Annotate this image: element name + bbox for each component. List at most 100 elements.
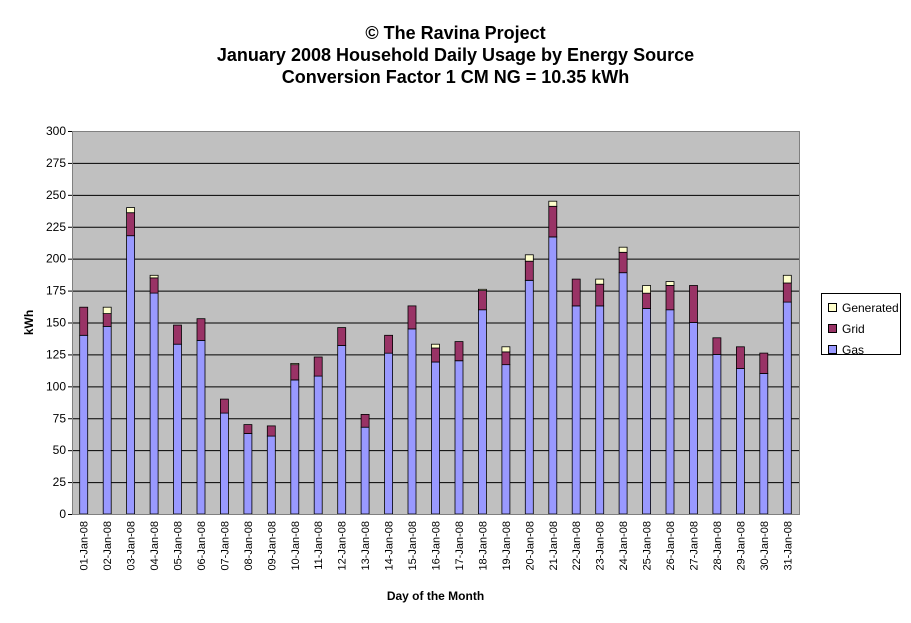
legend-label-gas: Gas xyxy=(842,342,865,357)
bar-grid xyxy=(689,285,698,323)
bar-gas xyxy=(79,334,89,515)
bar-grid xyxy=(290,364,300,381)
bar-generated xyxy=(431,343,440,349)
x-tick-label: 15-Jan-08 xyxy=(407,521,419,571)
y-tick-label: 150 xyxy=(46,316,66,330)
bar-grid xyxy=(782,282,792,303)
bar-grid xyxy=(501,351,511,366)
x-tick-label: 10-Jan-08 xyxy=(290,521,302,571)
y-tick-label: 275 xyxy=(46,156,66,170)
bar-generated xyxy=(548,200,558,207)
legend-item-gas: Gas xyxy=(828,339,900,360)
bar-grid xyxy=(173,324,182,345)
bar-grid xyxy=(149,277,159,294)
bar-grid xyxy=(313,356,323,377)
bar-generated xyxy=(665,281,675,286)
chart-title-line-1: © The Ravina Project xyxy=(365,23,546,43)
bar-gas xyxy=(384,352,394,515)
bar-grid xyxy=(384,334,394,354)
bar-generated xyxy=(290,362,300,366)
bar-generated xyxy=(477,288,487,291)
chart-titles: © The Ravina Project January 2008 Househ… xyxy=(0,22,911,88)
bar-gas xyxy=(407,328,417,515)
bar-gas xyxy=(360,426,370,515)
bar-gas xyxy=(454,360,464,515)
x-tick-label: 21-Jan-08 xyxy=(548,521,560,571)
x-tick-label: 26-Jan-08 xyxy=(665,521,677,571)
bar-gas xyxy=(102,325,112,515)
bar-gas xyxy=(431,361,440,515)
y-tick-label: 250 xyxy=(46,188,66,202)
bar-gas xyxy=(196,339,206,515)
bar-gas xyxy=(782,301,792,515)
bar-grid xyxy=(431,347,440,363)
bar-gas xyxy=(618,272,628,515)
x-tick-labels: 01-Jan-08 02-Jan-08 03-Jan-08 04-Jan-08 05-J… xyxy=(79,521,795,571)
legend-item-generated: Generated xyxy=(828,297,900,318)
bar-generated xyxy=(618,246,628,253)
x-tick-label: 28-Jan-08 xyxy=(712,521,724,571)
x-tick-label: 20-Jan-08 xyxy=(524,521,536,571)
x-tick-label: 25-Jan-08 xyxy=(642,521,654,571)
plot-border xyxy=(72,131,800,515)
bar-grid xyxy=(266,425,276,437)
bar-gas xyxy=(477,309,487,515)
legend-item-grid: Grid xyxy=(828,318,900,339)
bar-gas xyxy=(337,345,347,515)
x-tick-label: 30-Jan-08 xyxy=(759,521,771,571)
bar-gas xyxy=(689,322,698,515)
bar-gas xyxy=(642,308,651,515)
bar-generated xyxy=(501,346,511,353)
y-tick-label: 50 xyxy=(53,443,67,457)
bar-grid xyxy=(407,305,417,330)
y-tick-label: 200 xyxy=(46,252,66,266)
x-axis-label: Day of the Month xyxy=(387,589,484,603)
bar-gas xyxy=(548,236,558,515)
bar-grid xyxy=(759,352,769,374)
bar-generated xyxy=(782,274,792,284)
x-tick-label: 11-Jan-08 xyxy=(313,521,325,570)
bar-grid xyxy=(360,413,370,428)
y-tick-labels: 0 25 50 75 100 125 150 175 200 225 250 275 300 xyxy=(46,124,72,521)
bar-generated xyxy=(524,254,534,262)
bar-generated xyxy=(102,306,112,315)
x-tick-label: 22-Jan-08 xyxy=(571,521,583,571)
bar-gas xyxy=(126,235,135,515)
bar-gas xyxy=(501,364,511,515)
bar-grid xyxy=(337,327,347,346)
bar-gas xyxy=(243,433,253,515)
bar-gas xyxy=(266,435,276,515)
bar-generated xyxy=(126,207,135,214)
x-tick-label: 01-Jan-08 xyxy=(79,521,91,571)
x-tick-label: 03-Jan-08 xyxy=(126,521,138,571)
bar-grid xyxy=(712,337,722,355)
bar-grid xyxy=(665,285,675,311)
x-tick-label: 06-Jan-08 xyxy=(196,521,208,571)
x-tick-label: 17-Jan-08 xyxy=(454,521,466,571)
bar-grid xyxy=(126,212,135,237)
x-tick-label: 19-Jan-08 xyxy=(501,521,513,571)
bar-grid xyxy=(196,318,206,341)
bar-generated xyxy=(595,278,605,285)
y-axis-label: kWh xyxy=(22,310,36,335)
bar-grid xyxy=(243,424,253,434)
x-tick-label: 27-Jan-08 xyxy=(688,521,700,571)
x-tick-label: 05-Jan-08 xyxy=(173,521,185,571)
x-tick-label: 02-Jan-08 xyxy=(102,521,114,571)
bar-grid xyxy=(642,292,651,309)
bar-grid xyxy=(524,260,534,281)
bar-generated xyxy=(642,285,651,294)
legend-label-grid: Grid xyxy=(842,321,865,336)
bar-gas xyxy=(759,373,769,515)
bar-grid xyxy=(571,278,581,307)
bar-generated xyxy=(149,274,159,279)
bar-gas xyxy=(595,305,605,515)
bar-grid xyxy=(454,341,464,362)
y-tick-label: 75 xyxy=(53,411,67,425)
bar-gas xyxy=(313,375,323,515)
legend-swatch-grid xyxy=(828,324,837,333)
bar-grid xyxy=(79,306,89,336)
x-tick-label: 24-Jan-08 xyxy=(618,521,630,571)
x-tick-label: 16-Jan-08 xyxy=(431,521,443,571)
x-tick-label: 14-Jan-08 xyxy=(384,521,396,571)
